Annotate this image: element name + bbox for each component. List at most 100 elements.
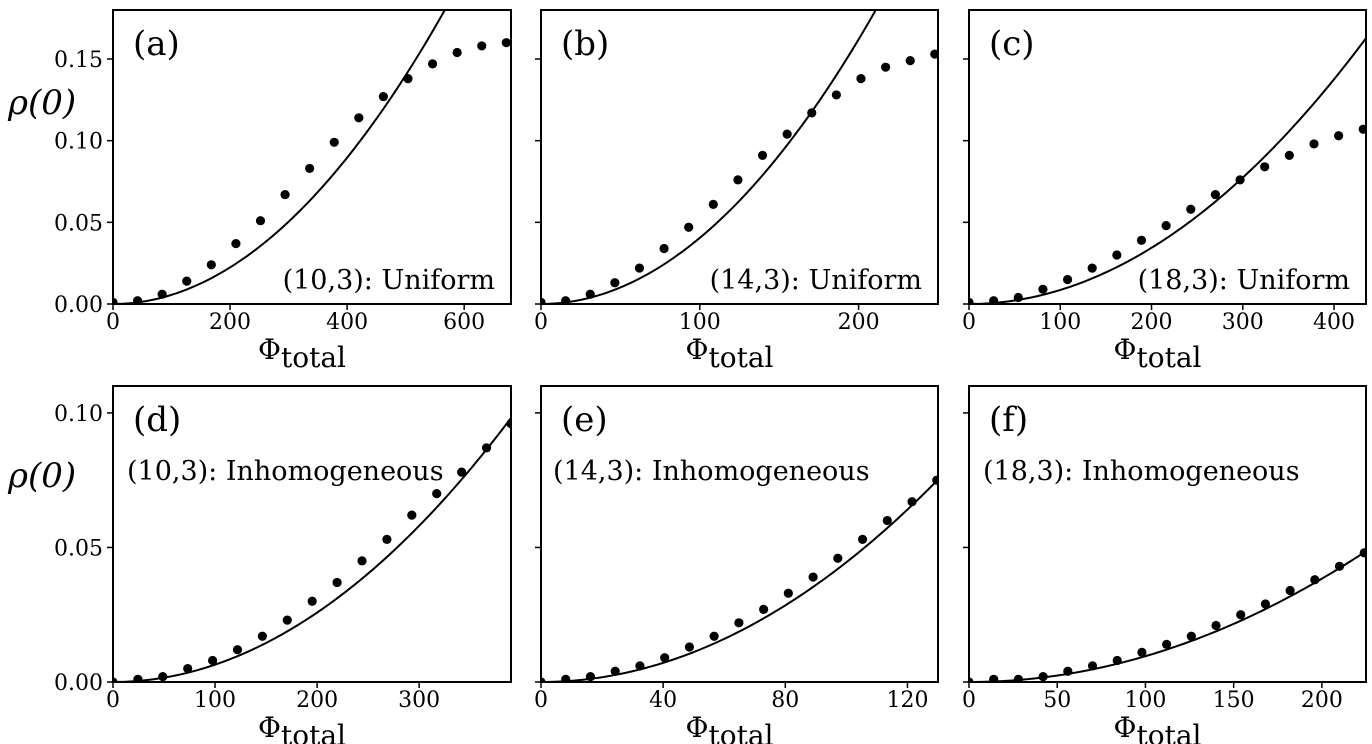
panel-c-data [969,37,1366,304]
y-tick-label: 0.00 [54,671,103,696]
data-point [757,150,768,160]
data-point [206,260,216,270]
x-tick-label: 600 [443,310,485,335]
panel-e-frame [540,385,939,683]
panel-note: (18,3): Uniform [1138,265,1350,296]
data-point [307,596,317,606]
data-point [477,41,487,51]
data-point [733,175,743,185]
data-point [759,604,769,614]
panel-e: 0 40 80 120 Φtotal (e) (14,3): Inhomogeneous [534,385,939,744]
data-point [231,238,241,249]
panel-b: 0 100 200 Φtotal (b) (14,3): Uniform [534,9,939,374]
x-tick-label: 400 [326,310,368,335]
data-point [183,663,193,674]
panel-d-data [113,417,511,682]
data-point [1285,585,1295,596]
data-point [856,74,866,84]
data-point [501,38,511,48]
data-point [113,677,118,682]
panel-f: 0 50 100 150 200 Φtotal (f) (18,3): Inhomogeneo… [962,385,1367,744]
data-point [1186,204,1196,214]
x-axis-label: Φtotal [686,711,774,744]
x-tick-label: 200 [296,688,338,713]
data-point [208,655,218,666]
x-axis-label: Φtotal [1114,333,1202,374]
panel-f-frame [968,385,1367,683]
panel-c-frame [968,9,1367,305]
data-point [969,297,974,304]
data-point [989,674,999,682]
data-point [357,556,367,566]
x-tick-label: 120 [886,688,928,713]
data-point [378,91,389,102]
x-tick-label: 50 [1043,688,1071,713]
x-tick-label: 100 [194,688,236,713]
data-point [257,631,267,641]
data-point [734,618,744,628]
data-point [1137,647,1147,658]
x-tick-label: 200 [1131,310,1173,335]
panel-a-data [113,10,511,304]
data-point [113,297,118,304]
data-point [808,572,818,582]
x-axis-label: Φtotal [258,333,346,374]
panel-d: 0 100 200 300 0.00 0.05 0.10 Φtotal (d) (10,3): I… [54,385,512,744]
data-point [541,297,546,304]
panel-note: (14,3): Inhomogeneous [553,456,870,487]
data-point [280,189,290,200]
data-point [541,677,546,682]
y-tick-label: 0.05 [54,211,103,236]
x-tick-label: 300 [398,688,440,713]
panel-note: (14,3): Uniform [710,265,922,296]
x-tick-label: 150 [1213,688,1255,713]
x-axis-label: Φtotal [686,333,774,374]
y-tick-label: 0.15 [54,48,103,73]
data-point [457,467,467,477]
data-point [182,276,192,286]
data-point [708,199,718,209]
panel-f-data [969,548,1366,682]
data-point [881,62,891,72]
y-tick-label: 0.10 [54,130,103,155]
x-tick-label: 0 [106,688,120,713]
panel-label: (b) [561,24,609,64]
data-point [1136,235,1147,245]
data-point [930,49,938,59]
data-point [684,642,695,652]
panel-c: 0 100 200 300 400 Φtotal (c) (18,3): Uniform [962,9,1367,374]
data-point [232,645,243,655]
data-point [255,216,266,226]
panel-label: (f) [989,400,1028,440]
fit-curve [113,417,511,682]
x-tick-label: 40 [649,688,677,713]
data-point [452,47,462,58]
data-point [332,577,342,588]
data-point [684,222,694,232]
fit-curve [969,37,1366,304]
data-point [1334,131,1344,141]
panel-label: (e) [561,400,608,440]
data-point [382,534,392,544]
panel-note: (18,3): Inhomogeneous [983,456,1300,487]
panel-e-data [541,475,938,682]
data-point [783,588,793,598]
data-point [610,278,620,288]
x-tick-label: 200 [1301,688,1343,713]
x-tick-label: 0 [106,310,120,335]
x-tick-label: 0 [962,310,976,335]
data-point [660,653,670,663]
data-point [329,137,339,147]
data-point [831,90,841,100]
data-point [833,553,843,563]
panel-b-data [541,10,938,304]
data-point [282,615,292,625]
x-tick-label: 200 [209,310,251,335]
x-tick-label: 100 [1039,310,1081,335]
data-point [1112,250,1122,260]
panel-a: 0 200 400 600 0.00 0.05 0.10 0.15 Φtotal (a) (10,3… [54,9,512,374]
x-tick-label: 200 [838,310,880,335]
data-point [1260,599,1271,609]
y-tick-label: 0.10 [54,402,103,427]
